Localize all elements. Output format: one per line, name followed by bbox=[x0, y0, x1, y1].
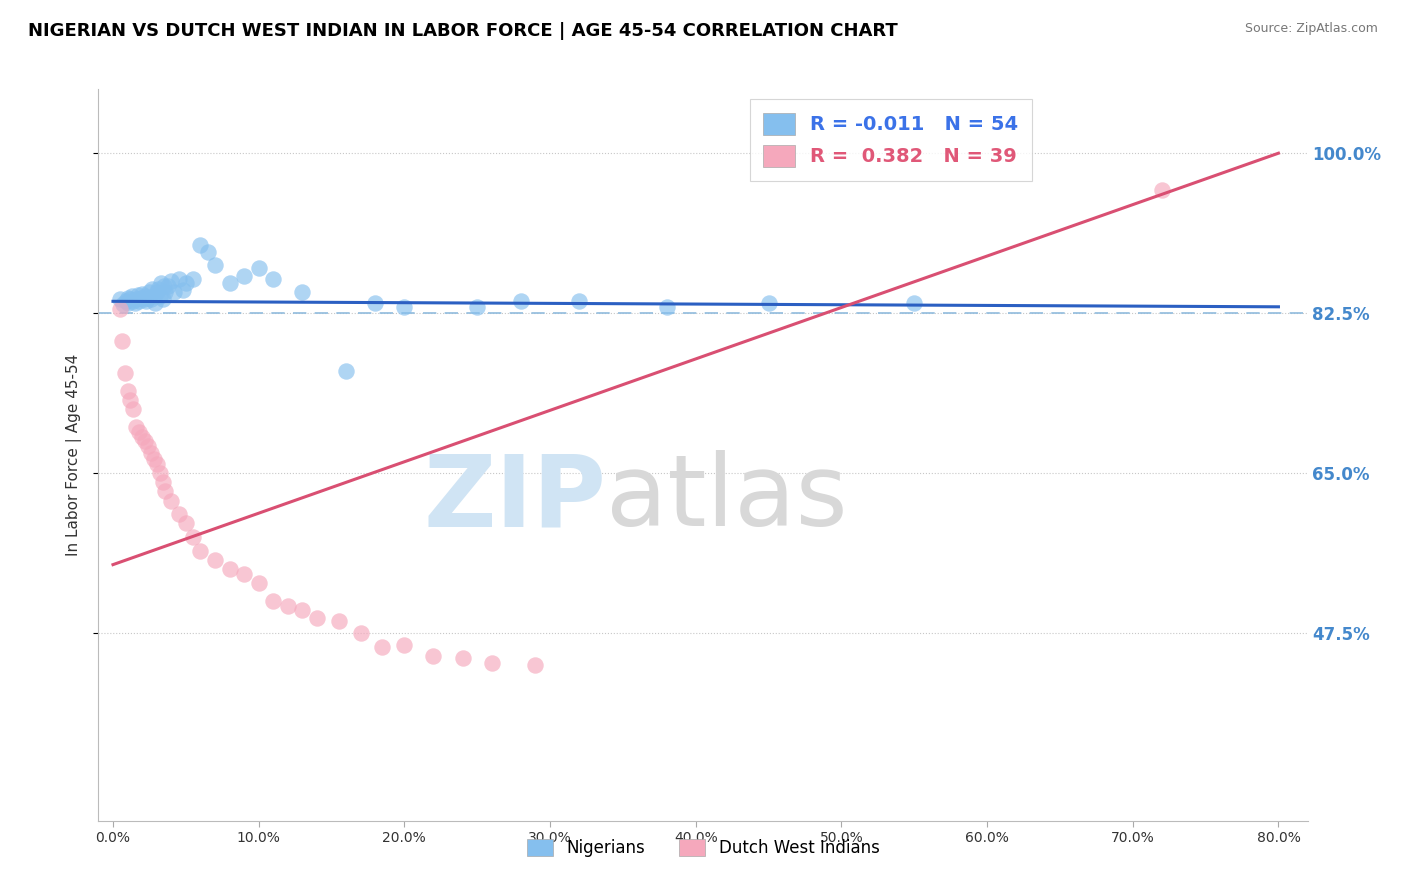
Point bbox=[394, 300, 416, 314]
Point bbox=[155, 285, 177, 300]
Point bbox=[157, 278, 180, 293]
Point bbox=[160, 274, 183, 288]
Point bbox=[139, 446, 162, 460]
Point bbox=[146, 281, 169, 295]
Point bbox=[350, 626, 373, 640]
Point bbox=[451, 651, 474, 665]
Point bbox=[122, 294, 145, 309]
Point bbox=[149, 289, 172, 303]
Point bbox=[120, 392, 142, 407]
Point bbox=[422, 649, 444, 664]
Point bbox=[142, 289, 165, 303]
Point bbox=[371, 640, 394, 654]
Point bbox=[124, 296, 146, 310]
Point bbox=[110, 301, 132, 316]
Point bbox=[127, 288, 149, 302]
Point bbox=[145, 285, 167, 300]
Point bbox=[149, 466, 172, 480]
Point bbox=[129, 291, 152, 305]
Point bbox=[291, 285, 314, 300]
Point bbox=[136, 439, 159, 453]
Point bbox=[277, 599, 299, 613]
Point bbox=[139, 293, 162, 307]
Point bbox=[181, 530, 204, 544]
Point bbox=[364, 296, 387, 310]
Point bbox=[134, 434, 156, 449]
Point bbox=[190, 544, 212, 558]
Point bbox=[132, 293, 155, 307]
Point bbox=[125, 293, 148, 307]
Point bbox=[204, 553, 226, 567]
Point bbox=[568, 294, 591, 309]
Point bbox=[128, 294, 150, 309]
Point bbox=[121, 289, 143, 303]
Text: NIGERIAN VS DUTCH WEST INDIAN IN LABOR FORCE | AGE 45-54 CORRELATION CHART: NIGERIAN VS DUTCH WEST INDIAN IN LABOR F… bbox=[28, 22, 898, 40]
Point bbox=[394, 638, 416, 652]
Point bbox=[131, 287, 153, 301]
Point bbox=[509, 294, 531, 309]
Point bbox=[122, 402, 145, 417]
Point bbox=[262, 594, 284, 608]
Point bbox=[262, 272, 284, 286]
Point bbox=[145, 457, 167, 471]
Point bbox=[167, 508, 190, 522]
Y-axis label: In Labor Force | Age 45-54: In Labor Force | Age 45-54 bbox=[66, 354, 83, 556]
Point bbox=[142, 452, 165, 467]
Point bbox=[131, 430, 153, 444]
Point bbox=[152, 475, 174, 490]
Point bbox=[114, 366, 136, 380]
Point bbox=[128, 425, 150, 439]
Point bbox=[138, 285, 160, 300]
Point bbox=[524, 658, 547, 673]
Legend: Nigerians, Dutch West Indians: Nigerians, Dutch West Indians bbox=[520, 832, 886, 863]
Point bbox=[150, 276, 173, 290]
Point bbox=[218, 276, 240, 290]
Point bbox=[197, 244, 219, 259]
Point bbox=[141, 281, 163, 295]
Point bbox=[152, 293, 174, 307]
Text: atlas: atlas bbox=[606, 450, 848, 548]
Point bbox=[112, 297, 135, 311]
Point bbox=[143, 296, 166, 310]
Point bbox=[247, 576, 270, 591]
Point bbox=[903, 296, 925, 310]
Point bbox=[291, 603, 314, 617]
Point bbox=[110, 293, 132, 307]
Point bbox=[115, 294, 138, 309]
Point bbox=[758, 296, 780, 310]
Point bbox=[233, 566, 256, 581]
Point bbox=[233, 268, 256, 283]
Point bbox=[204, 258, 226, 272]
Point bbox=[465, 300, 488, 314]
Point bbox=[134, 289, 156, 303]
Point bbox=[335, 364, 357, 378]
Point bbox=[218, 562, 240, 576]
Point bbox=[155, 484, 177, 499]
Point bbox=[655, 300, 678, 314]
Point bbox=[153, 278, 176, 293]
Point bbox=[117, 384, 139, 398]
Point bbox=[117, 296, 139, 310]
Point bbox=[247, 261, 270, 276]
Point bbox=[136, 291, 159, 305]
Point bbox=[167, 272, 190, 286]
Point bbox=[181, 272, 204, 286]
Point bbox=[190, 237, 212, 252]
Point bbox=[481, 657, 503, 671]
Point bbox=[172, 284, 194, 298]
Point bbox=[1150, 183, 1173, 197]
Point bbox=[120, 293, 142, 307]
Text: Source: ZipAtlas.com: Source: ZipAtlas.com bbox=[1244, 22, 1378, 36]
Point bbox=[174, 516, 197, 531]
Point bbox=[125, 420, 148, 434]
Point bbox=[305, 610, 328, 624]
Point bbox=[135, 294, 157, 309]
Point bbox=[174, 276, 197, 290]
Point bbox=[160, 493, 183, 508]
Point bbox=[111, 334, 134, 348]
Point bbox=[117, 291, 139, 305]
Text: ZIP: ZIP bbox=[423, 450, 606, 548]
Point bbox=[163, 285, 186, 300]
Point bbox=[328, 615, 350, 629]
